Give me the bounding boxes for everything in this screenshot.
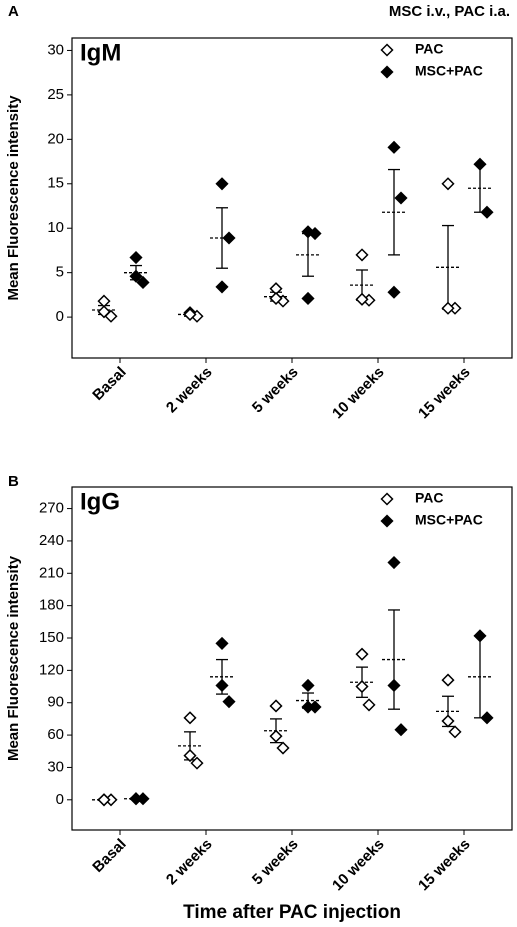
x-tick-label: 5 weeks	[249, 364, 302, 417]
x-axis-label: Time after PAC injection	[183, 902, 401, 923]
y-tick-label: 240	[39, 532, 64, 549]
annotation: MSC i.v., PAC i.a.	[389, 3, 510, 20]
y-axis-label: Mean Fluorescence intensity	[5, 95, 22, 301]
y-tick-label: 120	[39, 661, 64, 678]
data-point	[387, 555, 401, 570]
data-point	[129, 250, 143, 265]
legend-label: MSC+PAC	[415, 512, 483, 528]
legend-marker	[380, 514, 394, 528]
data-point	[97, 793, 111, 807]
y-tick-label: 60	[47, 726, 64, 743]
data-point	[190, 756, 204, 770]
x-tick-label: 10 weeks	[329, 364, 388, 423]
y-tick-label: 0	[56, 308, 64, 325]
plot-frame	[71, 486, 513, 831]
legend-label: PAC	[415, 41, 444, 57]
data-point	[215, 636, 229, 650]
data-point	[136, 275, 150, 290]
panel-label: B	[8, 473, 19, 490]
data-point	[441, 714, 455, 728]
y-tick-label: 5	[56, 264, 64, 281]
y-tick-label: 180	[39, 597, 64, 614]
data-point	[215, 678, 229, 693]
data-point	[362, 698, 376, 712]
y-tick-label: 210	[39, 564, 64, 581]
x-tick-label: 2 weeks	[163, 364, 216, 417]
data-point	[394, 723, 408, 737]
legend-marker	[380, 492, 394, 506]
y-tick-label: 10	[47, 219, 64, 236]
y-tick-label: 90	[47, 694, 64, 711]
data-point	[441, 673, 455, 687]
data-point	[441, 177, 455, 191]
legend-label: PAC	[415, 490, 444, 506]
data-point	[301, 291, 315, 306]
y-tick-label: 20	[47, 130, 64, 147]
data-point	[97, 305, 111, 319]
x-tick-label: 15 weeks	[415, 836, 474, 895]
x-tick-label: Basal	[89, 836, 129, 876]
data-point	[387, 678, 401, 693]
data-point	[301, 225, 315, 239]
y-tick-label: 150	[39, 629, 64, 646]
data-point	[387, 285, 401, 299]
data-point	[308, 226, 322, 241]
data-point	[276, 741, 290, 755]
data-point	[301, 700, 315, 714]
data-point	[355, 679, 369, 694]
data-point	[129, 269, 143, 283]
panel-title: IgM	[80, 39, 121, 66]
data-point	[183, 749, 197, 763]
x-tick-label: 15 weeks	[415, 364, 474, 423]
data-point	[480, 205, 494, 219]
legend-label: MSC+PAC	[415, 63, 483, 79]
y-tick-label: 25	[47, 86, 64, 103]
y-tick-label: 15	[47, 175, 64, 192]
x-tick-label: Basal	[89, 364, 129, 404]
data-point	[222, 231, 236, 245]
y-tick-label: 30	[47, 758, 64, 775]
data-point	[269, 699, 283, 713]
data-point	[222, 695, 236, 709]
x-tick-label: 10 weeks	[329, 836, 388, 895]
data-point	[215, 280, 229, 294]
panel-title: IgG	[80, 488, 120, 515]
data-point	[301, 678, 315, 693]
y-tick-label: 30	[47, 41, 64, 58]
data-point	[448, 725, 462, 739]
data-point	[215, 177, 229, 191]
legend-marker	[380, 43, 394, 57]
legend-marker	[380, 65, 394, 79]
y-tick-label: 0	[56, 791, 64, 808]
data-point	[129, 792, 143, 806]
data-point	[387, 140, 401, 154]
data-point	[183, 711, 197, 725]
y-axis-label: Mean Fluorescence intensity	[5, 555, 22, 761]
data-point	[183, 307, 197, 322]
y-tick-label: 270	[39, 500, 64, 517]
data-point	[269, 729, 283, 743]
data-point	[269, 291, 283, 306]
data-point	[473, 157, 487, 171]
data-point	[441, 301, 455, 315]
data-point	[394, 191, 408, 205]
x-tick-label: 2 weeks	[163, 836, 216, 889]
data-point	[473, 629, 487, 643]
data-point	[355, 248, 369, 262]
data-point	[480, 711, 494, 725]
data-point	[355, 647, 369, 661]
data-point	[355, 292, 369, 306]
x-tick-label: 5 weeks	[249, 836, 302, 889]
panel-label: A	[8, 3, 19, 20]
